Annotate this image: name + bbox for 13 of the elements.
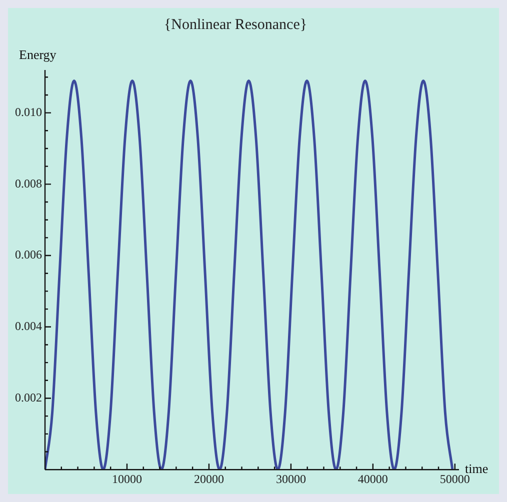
chart-title: {Nonlinear Resonance} (164, 16, 308, 33)
y-tick-label: 0.008 (15, 176, 42, 190)
y-tick-label: 0.004 (15, 319, 42, 334)
line-series (45, 79, 454, 470)
y-tick-label: 0.010 (15, 104, 42, 119)
x-tick-label: 10000 (112, 472, 142, 486)
y-tick-label: 0.006 (15, 248, 42, 262)
y-axis-title: Energy (19, 46, 57, 62)
y-tick-label: 0.002 (15, 390, 42, 404)
x-tick-label: 30000 (276, 472, 306, 486)
x-axis-title: time (465, 461, 488, 476)
x-tick-label: 20000 (194, 472, 224, 486)
x-tick-label: 40000 (358, 472, 388, 486)
